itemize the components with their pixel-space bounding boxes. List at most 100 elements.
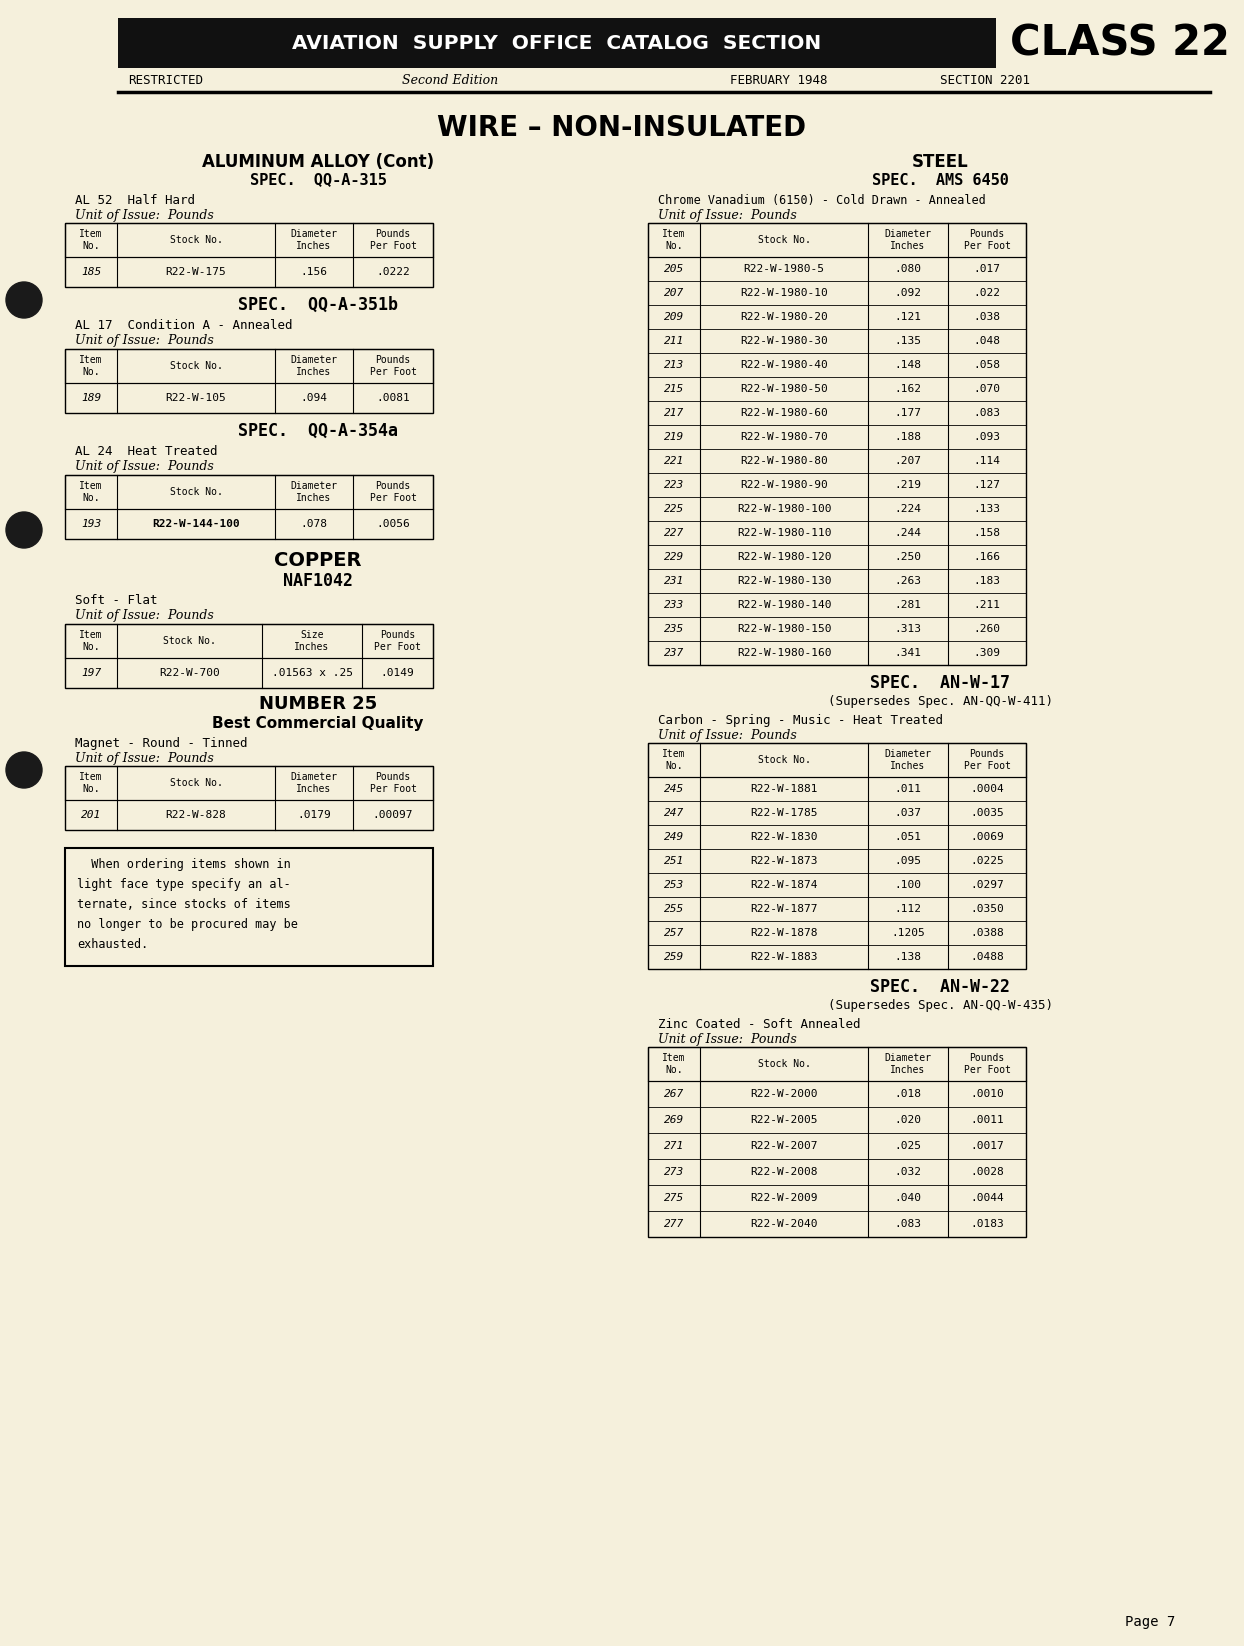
Text: R22-W-2007: R22-W-2007 <box>750 1141 817 1151</box>
Text: Stock No.: Stock No. <box>169 360 223 370</box>
Text: Unit of Issue:  Pounds: Unit of Issue: Pounds <box>658 1032 796 1045</box>
Text: Zinc Coated - Soft Annealed: Zinc Coated - Soft Annealed <box>658 1017 861 1030</box>
Text: Diameter
Inches: Diameter Inches <box>884 229 932 250</box>
Text: AL 17  Condition A - Annealed: AL 17 Condition A - Annealed <box>75 318 292 331</box>
Text: Pounds
Per Foot: Pounds Per Foot <box>964 749 1010 770</box>
Text: .032: .032 <box>894 1167 922 1177</box>
Text: R22-W-1881: R22-W-1881 <box>750 783 817 793</box>
Text: 237: 237 <box>664 649 684 658</box>
Text: 227: 227 <box>664 528 684 538</box>
Text: 247: 247 <box>664 808 684 818</box>
Text: .0035: .0035 <box>970 808 1004 818</box>
Text: .0010: .0010 <box>970 1090 1004 1100</box>
Text: Diameter
Inches: Diameter Inches <box>884 1053 932 1075</box>
Text: Unit of Issue:  Pounds: Unit of Issue: Pounds <box>75 209 214 222</box>
Text: 189: 189 <box>81 393 101 403</box>
Text: .083: .083 <box>894 1220 922 1230</box>
Text: .0044: .0044 <box>970 1193 1004 1203</box>
Text: 255: 255 <box>664 904 684 914</box>
Text: Unit of Issue:  Pounds: Unit of Issue: Pounds <box>658 209 796 222</box>
Text: When ordering items shown in: When ordering items shown in <box>77 858 291 871</box>
Text: R22-W-1980-120: R22-W-1980-120 <box>736 551 831 561</box>
Text: .040: .040 <box>894 1193 922 1203</box>
Text: .0004: .0004 <box>970 783 1004 793</box>
Bar <box>648 742 1026 969</box>
Text: Pounds
Per Foot: Pounds Per Foot <box>369 772 417 793</box>
Text: R22-W-700: R22-W-700 <box>159 668 220 678</box>
Text: Pounds
Per Foot: Pounds Per Foot <box>369 356 417 377</box>
Text: ternate, since stocks of items: ternate, since stocks of items <box>77 897 291 910</box>
Bar <box>65 476 433 509</box>
Text: R22-W-2009: R22-W-2009 <box>750 1193 817 1203</box>
Text: .051: .051 <box>894 831 922 843</box>
Text: Best Commercial Quality: Best Commercial Quality <box>213 716 424 731</box>
Text: R22-W-1980-70: R22-W-1980-70 <box>740 431 827 443</box>
Text: Pounds
Per Foot: Pounds Per Foot <box>369 229 417 250</box>
Text: .260: .260 <box>974 624 1000 634</box>
Text: R22-W-1980-30: R22-W-1980-30 <box>740 336 827 346</box>
Text: AL 24  Heat Treated: AL 24 Heat Treated <box>75 444 218 458</box>
Text: Stock No.: Stock No. <box>758 1058 810 1068</box>
Bar <box>65 349 433 413</box>
Text: Stock No.: Stock No. <box>758 235 810 245</box>
Text: .00097: .00097 <box>373 810 413 820</box>
Text: Pounds
Per Foot: Pounds Per Foot <box>374 630 420 652</box>
Text: SPEC.  QQ-A-351b: SPEC. QQ-A-351b <box>238 296 398 314</box>
Text: 217: 217 <box>664 408 684 418</box>
Text: R22-W-828: R22-W-828 <box>165 810 226 820</box>
Text: .207: .207 <box>894 456 922 466</box>
Text: Pounds
Per Foot: Pounds Per Foot <box>964 1053 1010 1075</box>
Text: 245: 245 <box>664 783 684 793</box>
Bar <box>65 848 433 966</box>
Text: R22-W-1980-100: R22-W-1980-100 <box>736 504 831 514</box>
Text: 277: 277 <box>664 1220 684 1230</box>
Text: R22-W-1785: R22-W-1785 <box>750 808 817 818</box>
Text: Item
No.: Item No. <box>80 229 103 250</box>
Bar <box>65 624 433 658</box>
Text: AVIATION  SUPPLY  OFFICE  CATALOG  SECTION: AVIATION SUPPLY OFFICE CATALOG SECTION <box>292 33 821 53</box>
Text: .0081: .0081 <box>376 393 409 403</box>
Text: 213: 213 <box>664 360 684 370</box>
Text: Unit of Issue:  Pounds: Unit of Issue: Pounds <box>75 609 214 622</box>
Text: 207: 207 <box>664 288 684 298</box>
Text: Carbon - Spring - Music - Heat Treated: Carbon - Spring - Music - Heat Treated <box>658 713 943 726</box>
Text: .166: .166 <box>974 551 1000 561</box>
Text: Item
No.: Item No. <box>80 630 103 652</box>
Text: .093: .093 <box>974 431 1000 443</box>
Text: .135: .135 <box>894 336 922 346</box>
Text: SECTION 2201: SECTION 2201 <box>940 74 1030 87</box>
Text: FEBRUARY 1948: FEBRUARY 1948 <box>730 74 827 87</box>
Text: Item
No.: Item No. <box>662 1053 685 1075</box>
Text: .309: .309 <box>974 649 1000 658</box>
Text: .156: .156 <box>301 267 327 277</box>
Text: .244: .244 <box>894 528 922 538</box>
Text: .048: .048 <box>974 336 1000 346</box>
Text: .078: .078 <box>301 518 327 528</box>
Text: .219: .219 <box>894 481 922 491</box>
Text: Item
No.: Item No. <box>662 749 685 770</box>
Bar <box>65 222 433 257</box>
Text: 235: 235 <box>664 624 684 634</box>
Text: 197: 197 <box>81 668 101 678</box>
Text: Magnet - Round - Tinned: Magnet - Round - Tinned <box>75 736 248 749</box>
Text: .022: .022 <box>974 288 1000 298</box>
Text: Pounds
Per Foot: Pounds Per Foot <box>964 229 1010 250</box>
Text: Unit of Issue:  Pounds: Unit of Issue: Pounds <box>658 729 796 741</box>
Text: Stock No.: Stock No. <box>169 487 223 497</box>
Text: .0149: .0149 <box>381 668 414 678</box>
Text: Unit of Issue:  Pounds: Unit of Issue: Pounds <box>75 334 214 347</box>
Text: 201: 201 <box>81 810 101 820</box>
Text: 225: 225 <box>664 504 684 514</box>
Text: Stock No.: Stock No. <box>169 779 223 788</box>
Text: R22-W-1980-10: R22-W-1980-10 <box>740 288 827 298</box>
Text: 257: 257 <box>664 928 684 938</box>
Text: .0011: .0011 <box>970 1114 1004 1124</box>
Text: 231: 231 <box>664 576 684 586</box>
Text: 205: 205 <box>664 263 684 273</box>
Text: .162: .162 <box>894 384 922 393</box>
Text: R22-W-1883: R22-W-1883 <box>750 951 817 961</box>
Text: Diameter
Inches: Diameter Inches <box>291 772 337 793</box>
Text: R22-W-1873: R22-W-1873 <box>750 856 817 866</box>
Text: .224: .224 <box>894 504 922 514</box>
Bar <box>65 222 433 286</box>
